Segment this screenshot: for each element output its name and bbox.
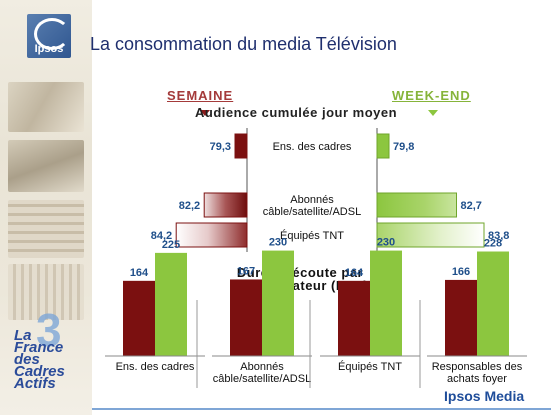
logo-text: Ipsos bbox=[34, 43, 64, 55]
footer-brand: Ipsos Media bbox=[444, 388, 525, 404]
logo-line-1: La France bbox=[14, 327, 64, 356]
det-value-semaine-1: 167 bbox=[237, 265, 255, 277]
chart1-title: Audience cumulée jour moyen bbox=[195, 105, 398, 120]
det-bar-weekend-0 bbox=[155, 252, 187, 356]
bar-weekend-2 bbox=[376, 222, 485, 248]
sidebar-photo bbox=[8, 140, 84, 192]
footer-divider bbox=[92, 408, 551, 410]
value-label-weekend-0: 79,8 bbox=[393, 141, 414, 153]
det-value-weekend-2: 230 bbox=[377, 237, 395, 249]
logo-ring-icon bbox=[34, 18, 70, 50]
det-value-semaine-2: 164 bbox=[345, 267, 364, 279]
value-label-semaine-1: 82,2 bbox=[179, 200, 200, 212]
category-label-1: Abonnés câble/satellite/ADSL bbox=[263, 194, 361, 218]
det-value-weekend-1: 230 bbox=[269, 237, 287, 249]
value-label-weekend-1: 82,7 bbox=[461, 200, 482, 212]
column-header-weekend: WEEK-END bbox=[392, 88, 471, 103]
ipsos-logo: Ipsos bbox=[27, 14, 71, 58]
left-sidebar-panel bbox=[0, 0, 92, 415]
bar-semaine-0 bbox=[234, 133, 248, 159]
det-category-label-0: Ens. des cadres bbox=[116, 361, 195, 373]
logo-line-3: Actifs bbox=[14, 375, 56, 392]
page-title: La consommation du media Télévision bbox=[90, 34, 397, 54]
category-label-2: Équipés TNT bbox=[280, 229, 344, 242]
triangle-down-icon bbox=[428, 110, 438, 116]
det-value-semaine-0: 164 bbox=[130, 267, 149, 279]
det-value-weekend-0: 225 bbox=[162, 239, 180, 251]
bar-weekend-1 bbox=[376, 192, 457, 218]
det-category-label-1: Abonnés câble/satellite/ADSL bbox=[213, 361, 311, 385]
bar-semaine-1 bbox=[203, 192, 248, 218]
column-header-semaine: SEMAINE bbox=[167, 88, 234, 103]
det-value-weekend-3: 228 bbox=[484, 238, 502, 250]
det-category-label-3: Responsables des achats foyer bbox=[432, 361, 523, 385]
bar-weekend-0 bbox=[376, 133, 390, 159]
det-bar-semaine-0 bbox=[123, 280, 155, 356]
value-label-weekend-2: 83,8 bbox=[488, 230, 509, 242]
value-label-semaine-0: 79,3 bbox=[210, 141, 231, 153]
duration-chart: 164 225 Ens. des cadres 167 230 Abonnés câble/… bbox=[105, 237, 527, 388]
sidebar-photo bbox=[8, 264, 84, 320]
det-bar-semaine-1 bbox=[230, 279, 262, 356]
det-bar-semaine-3 bbox=[445, 279, 477, 356]
det-bar-weekend-1 bbox=[262, 250, 294, 356]
sidebar-photo bbox=[8, 200, 84, 258]
det-bar-weekend-2 bbox=[370, 250, 402, 356]
value-label-semaine-2: 84,2 bbox=[151, 230, 172, 242]
audience-chart: 79,3 79,8 Ens. des cadres 82,2 82,7 Abonnés câ… bbox=[151, 128, 509, 252]
triangle-down-icon bbox=[200, 110, 210, 116]
sidebar-photo bbox=[8, 82, 84, 132]
det-bar-semaine-2 bbox=[338, 280, 370, 356]
bar-semaine-2 bbox=[175, 222, 248, 248]
det-bar-weekend-3 bbox=[477, 251, 509, 356]
logo-line-2: des Cadres bbox=[14, 351, 65, 380]
category-label-0: Ens. des cadres bbox=[273, 141, 352, 153]
det-category-label-2: Équipés TNT bbox=[338, 360, 402, 373]
det-value-semaine-3: 166 bbox=[452, 266, 470, 278]
